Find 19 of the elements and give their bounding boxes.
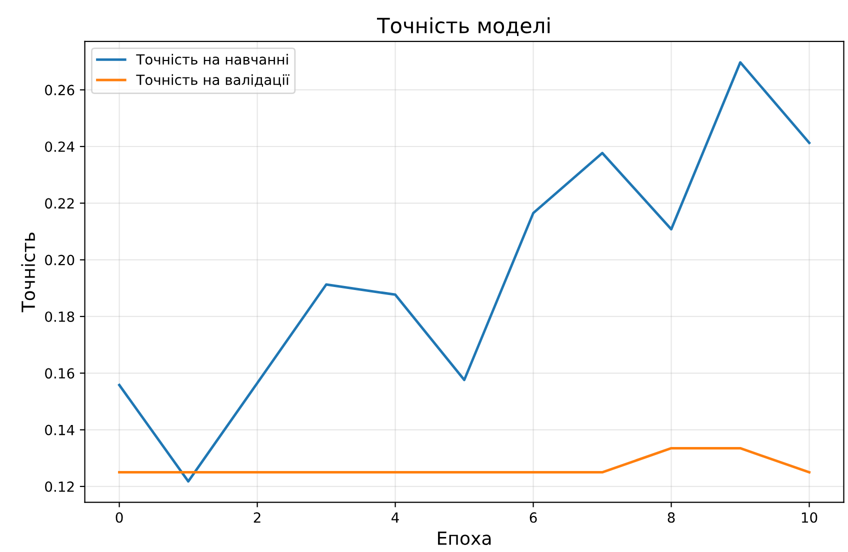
- y-tick-label: 0.20: [45, 254, 74, 266]
- legend-label: Точність на валідації: [136, 74, 290, 87]
- y-tick-label: 0.22: [45, 198, 74, 209]
- x-tick-label: 10: [802, 512, 818, 523]
- y-tick-label: 0.24: [45, 141, 74, 152]
- legend-label: Точність на навчанні: [136, 54, 288, 65]
- y-axis-title: Точність: [21, 232, 36, 312]
- y-tick-label: 0.16: [45, 368, 74, 379]
- x-tick-label: 0: [116, 512, 123, 523]
- x-tick-label: 8: [668, 512, 675, 523]
- x-axis-title: Епоха: [438, 532, 491, 546]
- y-tick-label: 0.26: [45, 84, 74, 96]
- x-tick-label: 4: [392, 512, 399, 523]
- chart-title: Точність моделі: [376, 17, 550, 36]
- y-tick-label: 0.12: [45, 481, 74, 492]
- y-tick-label: 0.14: [45, 424, 74, 436]
- x-tick-label: 6: [530, 512, 537, 523]
- y-tick-label: 0.18: [45, 311, 74, 322]
- x-tick-label: 2: [254, 512, 260, 523]
